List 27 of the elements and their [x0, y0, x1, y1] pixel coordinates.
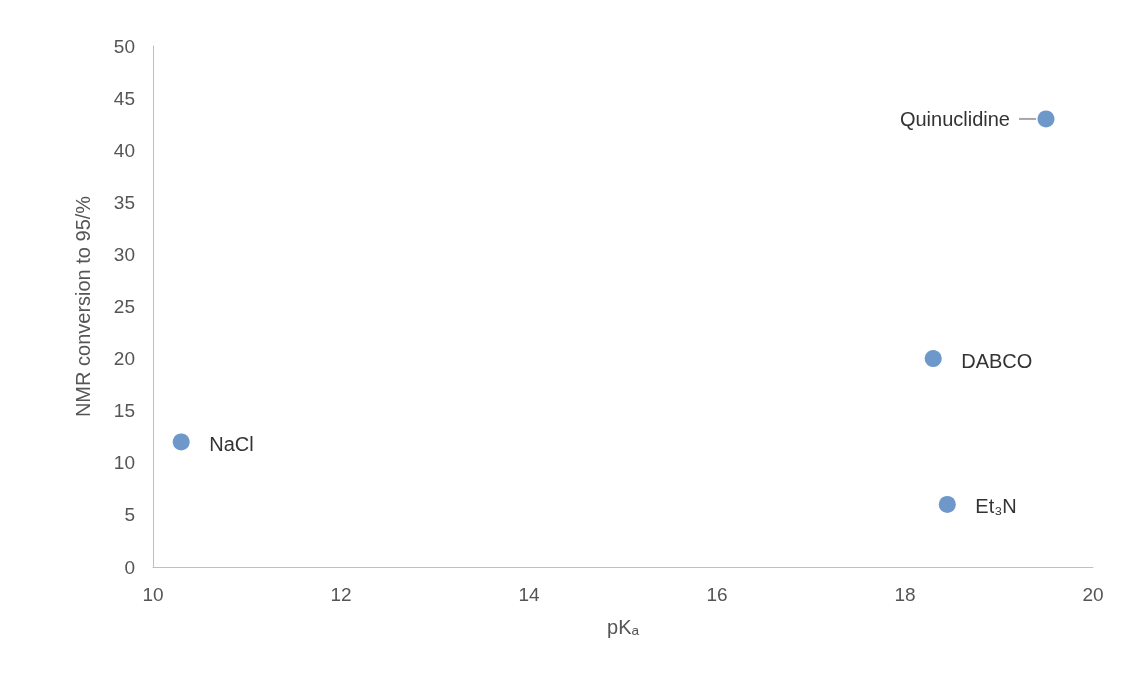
y-tick-label: 5: [124, 504, 135, 526]
annotation: Quinuclidine: [899, 107, 1010, 130]
y-tick-label: 50: [113, 35, 135, 57]
x-tick-label: 18: [894, 584, 916, 605]
y-tick-label: 35: [113, 191, 135, 213]
x-tick-label: 14: [518, 584, 540, 605]
point: [172, 433, 190, 451]
y-tick-label: 15: [113, 400, 135, 422]
y-tick-label: 25: [113, 296, 135, 317]
x-axis-title: pKₐ: [607, 616, 640, 638]
y-axis-title: NMR conversion to 95/%: [72, 195, 94, 418]
x-tick-label: 10: [142, 584, 164, 605]
point: [924, 350, 942, 368]
y-tick-label: 10: [113, 452, 135, 474]
annotation: Et₃N: [975, 495, 1017, 518]
y-tick-label: 45: [113, 87, 135, 109]
x-tick-label: 20: [1082, 584, 1104, 605]
x-tick-label: 16: [706, 584, 728, 605]
y-tick-label: 20: [113, 348, 135, 370]
y-tick-label: 30: [113, 243, 135, 265]
annotation: DABCO: [961, 349, 1033, 372]
x-tick-label: 12: [330, 584, 352, 605]
point: [1037, 110, 1055, 128]
point: [938, 495, 956, 513]
y-tick-label: 40: [113, 139, 135, 161]
y-tick-label: 0: [124, 556, 135, 578]
annotation: NaCl: [209, 432, 254, 455]
